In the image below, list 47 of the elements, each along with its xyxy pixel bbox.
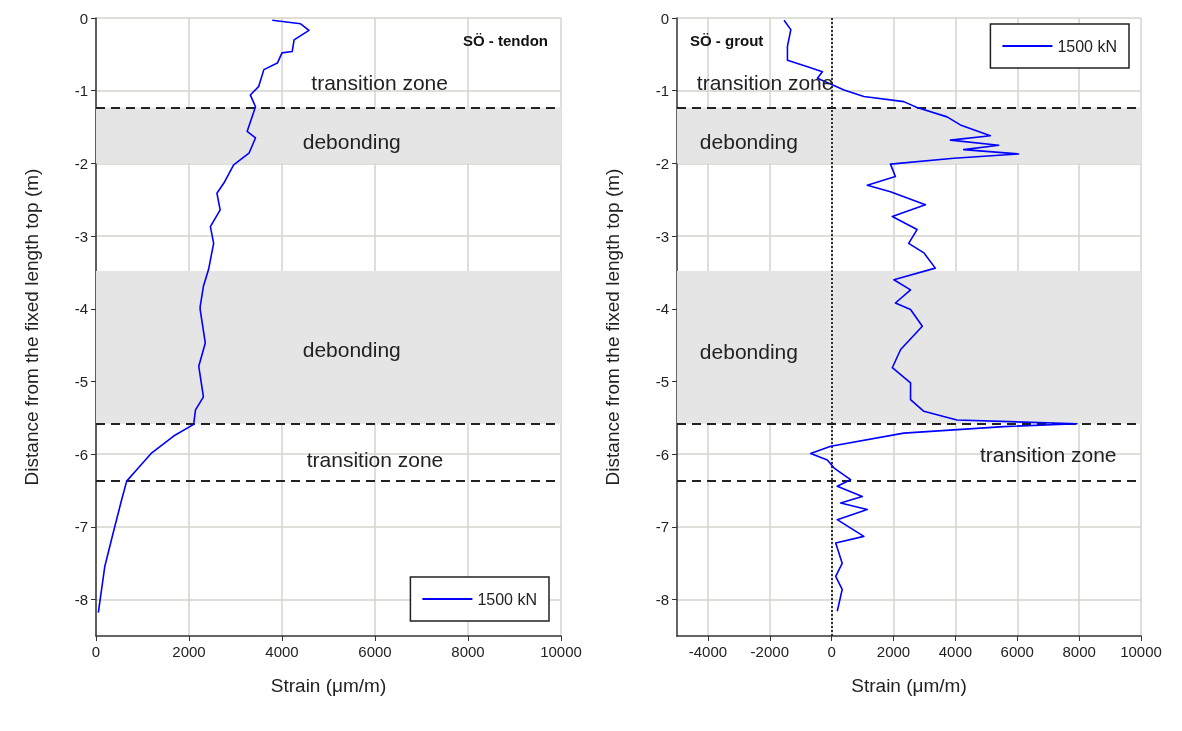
x-tick-label: 8000 xyxy=(451,643,485,660)
x-tick-label: 0 xyxy=(91,643,101,660)
legend-label: 1500 kN xyxy=(1057,37,1117,55)
y-tick-label: -1 xyxy=(655,82,669,100)
y-tick-label: -2 xyxy=(655,154,669,172)
legend-label: 1500 kN xyxy=(477,590,537,608)
annotation: debonding xyxy=(302,130,401,154)
x-tick-label: -2000 xyxy=(750,643,789,660)
annotation: debonding xyxy=(302,338,401,362)
x-axis-title: Strain (μm/m) xyxy=(851,675,967,696)
y-tick-label: 0 xyxy=(79,9,88,27)
annotation: debonding xyxy=(699,340,798,364)
annotation: transition zone xyxy=(311,70,448,94)
x-tick-label: 10000 xyxy=(1120,643,1162,660)
y-tick-label: -8 xyxy=(74,591,88,609)
x-axis-title: Strain (μm/m) xyxy=(270,675,387,696)
y-tick-label: -6 xyxy=(655,445,669,463)
annotation: transition zone xyxy=(979,443,1117,467)
y-tick-label: -5 xyxy=(655,373,669,391)
y-tick-label: 0 xyxy=(660,9,669,27)
text: SÖ - grout xyxy=(690,32,764,49)
x-tick-label: 4000 xyxy=(265,643,299,660)
y-axis-title: Distance from the fixed length top (m) xyxy=(21,168,42,486)
x-tick-label: 6000 xyxy=(358,643,392,660)
y-tick-label: -1 xyxy=(74,82,88,100)
y-tick-label: -7 xyxy=(74,518,88,536)
x-tick-label: 2000 xyxy=(172,643,206,660)
y-tick-label: -8 xyxy=(655,591,669,609)
x-tick-label: 6000 xyxy=(1000,643,1034,660)
y-tick-label: -6 xyxy=(74,445,88,463)
y-tick-label: -3 xyxy=(655,227,669,245)
y-tick-label: -5 xyxy=(74,373,88,391)
x-tick-label: -4000 xyxy=(688,643,728,660)
y-tick-label: -4 xyxy=(74,300,88,318)
x-tick-label: 2000 xyxy=(876,643,911,660)
text: SÖ - tendon xyxy=(463,32,549,49)
x-tick-label: 8000 xyxy=(1062,643,1096,660)
y-tick-label: -2 xyxy=(74,154,88,172)
y-tick-label: -4 xyxy=(655,300,669,318)
x-tick-label: 0 xyxy=(827,643,836,660)
x-tick-label: 4000 xyxy=(938,643,973,660)
y-tick-label: -7 xyxy=(655,518,669,536)
annotation: transition zone xyxy=(306,447,444,471)
x-tick-label: 10000 xyxy=(540,643,582,660)
annotation: debonding xyxy=(699,130,798,154)
y-axis-title: Distance from the fixed length top (m) xyxy=(602,168,623,486)
y-tick-label: -3 xyxy=(74,227,88,245)
